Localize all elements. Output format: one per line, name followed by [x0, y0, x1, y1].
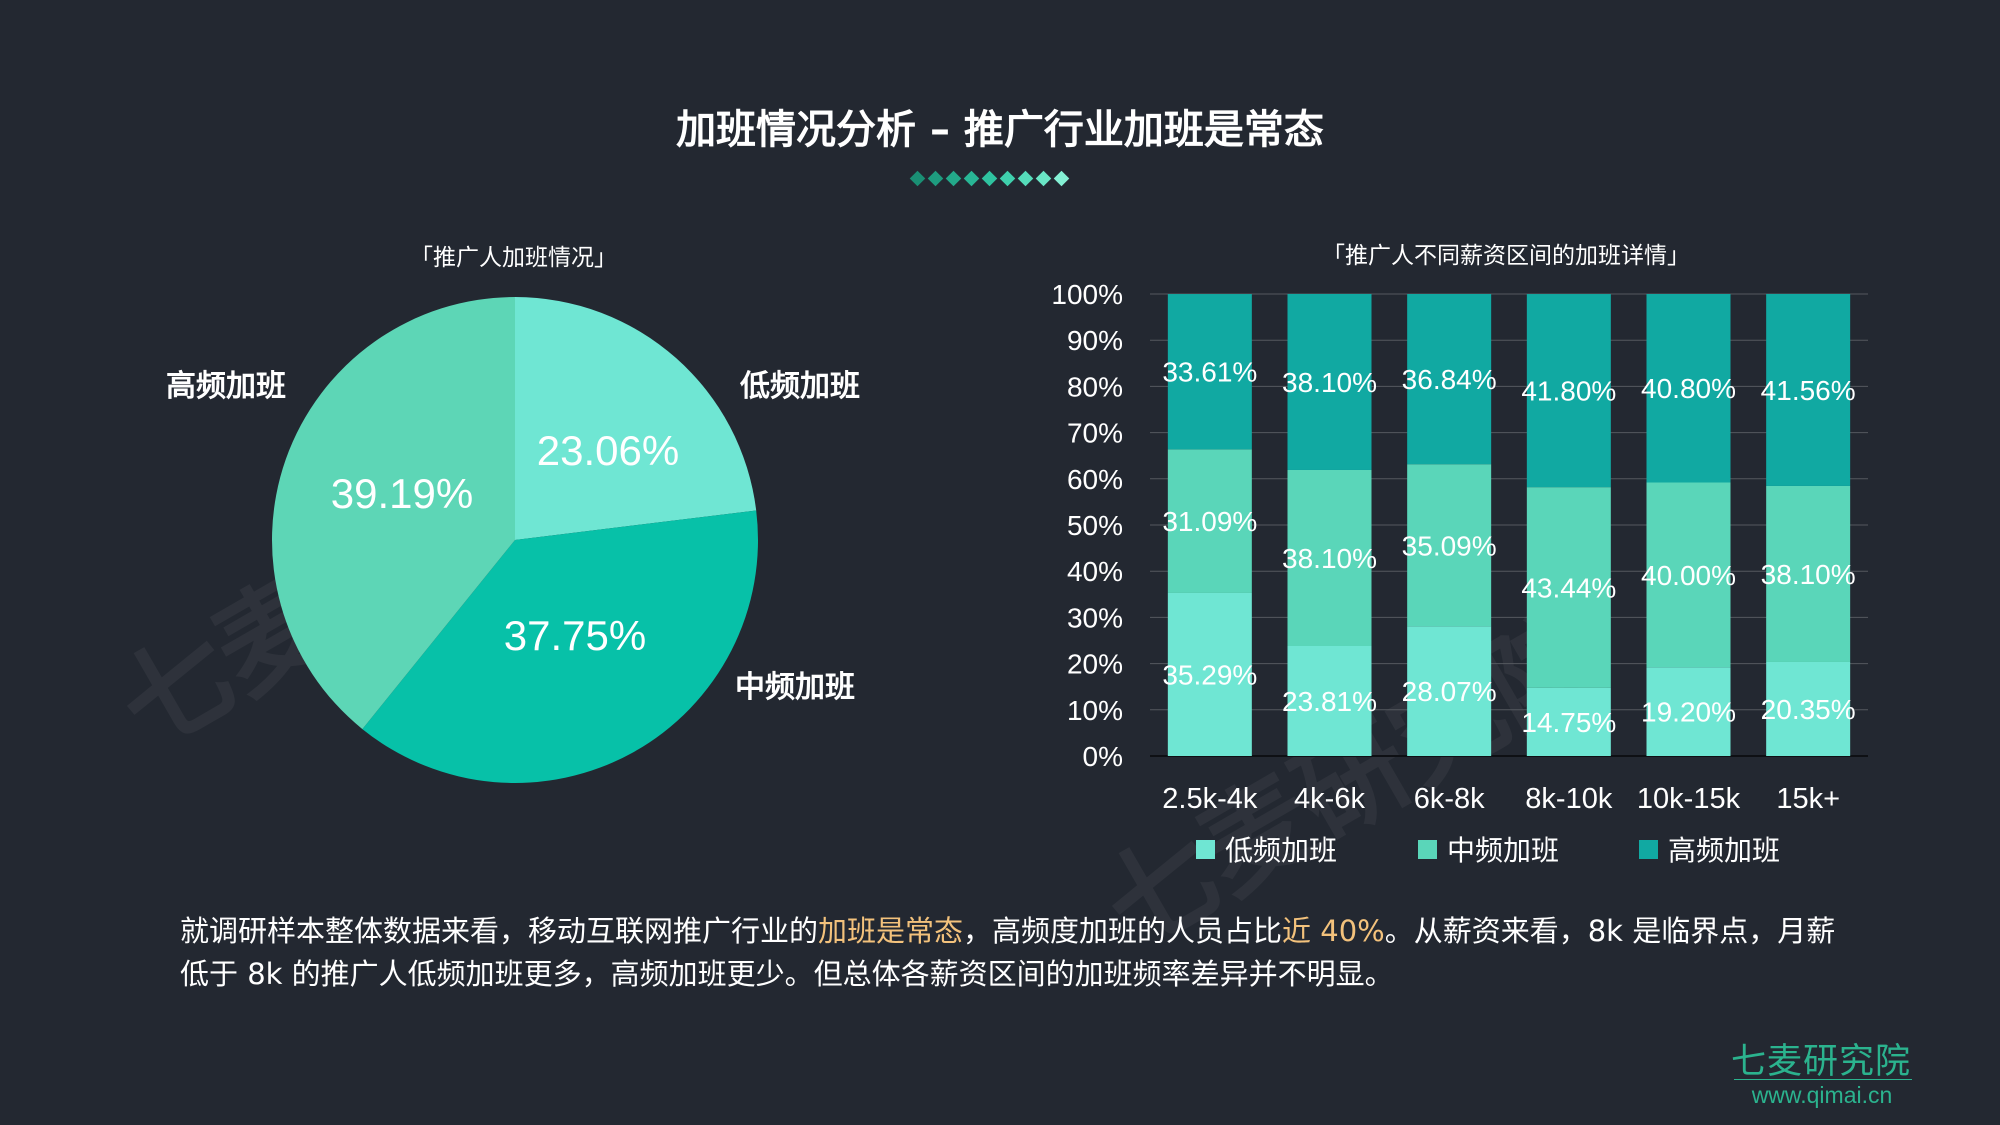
- bar-segment: [1287, 469, 1372, 646]
- bar-value-label: 20.35%: [1761, 694, 1856, 725]
- bar-value-label: 33.61%: [1162, 357, 1257, 388]
- bar-segment: [1167, 449, 1252, 593]
- summary-highlight-1: 加班是常态: [818, 914, 964, 948]
- bar-value-label: 40.80%: [1641, 373, 1736, 404]
- bar-value-label: 35.09%: [1402, 530, 1497, 561]
- x-tick-label: 4k-6k: [1294, 783, 1365, 815]
- summary-highlight-2: 近 40%: [1282, 914, 1385, 948]
- legend-item-low: 低频加班: [1196, 829, 1337, 869]
- summary-part-3: 。从薪资来看，8k 是临界点，月薪低于 8k 的推广人低频加班更多，高频加班更少…: [180, 914, 1836, 991]
- bar-chart-title: 「推广人不同薪资区间的加班详情」: [1322, 243, 1690, 269]
- x-tick-label: 6k-8k: [1414, 783, 1485, 815]
- bar-segment: [1407, 464, 1492, 627]
- bar-value-label: 35.29%: [1162, 659, 1257, 690]
- y-tick-label: 10%: [1067, 695, 1123, 726]
- y-tick-label: 0%: [1083, 741, 1123, 772]
- bar-segment: [1766, 485, 1851, 662]
- bar-value-label: 36.84%: [1402, 364, 1497, 395]
- y-tick-label: 40%: [1067, 556, 1123, 587]
- x-tick-label: 10k-15k: [1637, 783, 1741, 815]
- legend-swatch-mid: [1418, 839, 1437, 859]
- bar-segment: [1526, 687, 1611, 756]
- bar-segment: [1526, 487, 1611, 688]
- bar-value-label: 38.10%: [1761, 559, 1856, 590]
- y-tick-label: 20%: [1067, 649, 1123, 680]
- legend-label-high: 高频加班: [1668, 834, 1781, 867]
- pie-value-label: 37.75%: [504, 612, 646, 659]
- bar-segment: [1407, 294, 1492, 465]
- x-tick-label: 2.5k-4k: [1162, 783, 1258, 815]
- page-title: 加班情况分析 – 推广行业加班是常态: [676, 107, 1324, 153]
- summary-text: 就调研样本整体数据来看，移动互联网推广行业的加班是常态，高频度加班的人员占比近 …: [180, 910, 1840, 996]
- legend-label-mid: 中频加班: [1447, 834, 1560, 867]
- bar-value-label: 14.75%: [1521, 707, 1616, 738]
- brand-name: 七麦研究院: [1730, 1042, 1911, 1082]
- brand-divider: [1734, 1079, 1912, 1080]
- x-tick-label: 8k-10k: [1525, 783, 1613, 815]
- bar-segment: [1287, 645, 1372, 756]
- bar-value-label: 38.10%: [1282, 367, 1377, 398]
- bar-segment: [1646, 294, 1731, 483]
- pie-value-label: 23.06%: [537, 427, 679, 474]
- brand-url[interactable]: www.qimai.cn: [1751, 1082, 1893, 1108]
- legend-label-low: 低频加班: [1225, 834, 1338, 867]
- bar-segment: [1646, 482, 1731, 668]
- bar-segment: [1766, 661, 1851, 756]
- y-tick-label: 30%: [1067, 602, 1123, 633]
- legend-swatch-low: [1196, 839, 1215, 859]
- legend-item-mid: 中频加班: [1418, 829, 1559, 869]
- pie-category-label: 高频加班: [166, 369, 286, 404]
- bar-value-label: 41.80%: [1521, 376, 1616, 407]
- bar-value-label: 40.00%: [1641, 560, 1736, 591]
- y-tick-label: 80%: [1067, 371, 1123, 402]
- bar-segment: [1167, 294, 1252, 450]
- bar-value-label: 41.56%: [1761, 375, 1856, 406]
- bar-segment: [1646, 667, 1731, 756]
- y-tick-label: 90%: [1067, 325, 1123, 356]
- legend-swatch-high: [1639, 839, 1658, 859]
- y-tick-label: 100%: [1051, 279, 1123, 310]
- summary-part-2: ，高频度加班的人员占比: [963, 914, 1283, 948]
- pie-slice-0: [515, 297, 757, 540]
- pie-category-label: 低频加班: [739, 369, 860, 404]
- bar-value-label: 23.81%: [1282, 686, 1377, 717]
- pie-slice-1: [362, 510, 758, 783]
- pie-category-label: 中频加班: [735, 670, 855, 705]
- pie-value-label: 39.19%: [331, 470, 473, 517]
- bar-segment: [1766, 293, 1851, 486]
- pie-slice-2: [272, 297, 515, 730]
- bar-value-label: 28.07%: [1402, 676, 1497, 707]
- bar-value-label: 38.10%: [1282, 543, 1377, 574]
- bar-value-label: 19.20%: [1641, 697, 1736, 728]
- bar-segment: [1407, 626, 1492, 756]
- y-tick-label: 50%: [1067, 510, 1123, 541]
- legend-item-high: 高频加班: [1639, 829, 1780, 869]
- bar-value-label: 43.44%: [1521, 573, 1616, 604]
- pie-chart-title: 「推广人加班情况」: [410, 245, 617, 271]
- bar-segment: [1167, 592, 1252, 756]
- bar-segment: [1287, 293, 1372, 470]
- y-tick-label: 60%: [1067, 464, 1123, 495]
- summary-part-1: 就调研样本整体数据来看，移动互联网推广行业的: [180, 914, 819, 948]
- y-tick-label: 70%: [1067, 418, 1123, 449]
- x-tick-label: 15k+: [1776, 783, 1840, 815]
- bar-segment: [1526, 294, 1611, 488]
- bar-value-label: 31.09%: [1162, 506, 1257, 537]
